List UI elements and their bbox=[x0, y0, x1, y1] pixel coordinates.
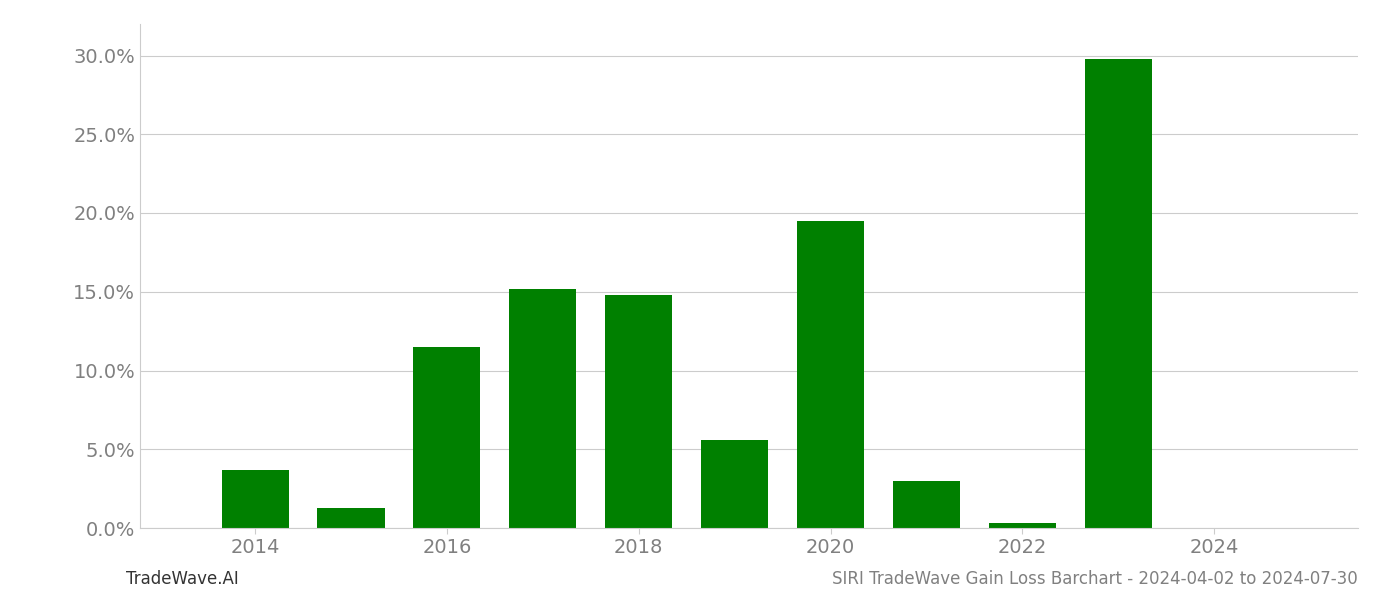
Bar bbox=[413, 347, 480, 528]
Bar bbox=[988, 523, 1056, 528]
Bar bbox=[221, 470, 288, 528]
Bar bbox=[1085, 59, 1152, 528]
Bar bbox=[893, 481, 960, 528]
Bar bbox=[605, 295, 672, 528]
Bar bbox=[797, 221, 864, 528]
Bar bbox=[510, 289, 577, 528]
Text: TradeWave.AI: TradeWave.AI bbox=[126, 570, 239, 588]
Bar bbox=[701, 440, 769, 528]
Bar bbox=[318, 508, 385, 528]
Text: SIRI TradeWave Gain Loss Barchart - 2024-04-02 to 2024-07-30: SIRI TradeWave Gain Loss Barchart - 2024… bbox=[832, 570, 1358, 588]
